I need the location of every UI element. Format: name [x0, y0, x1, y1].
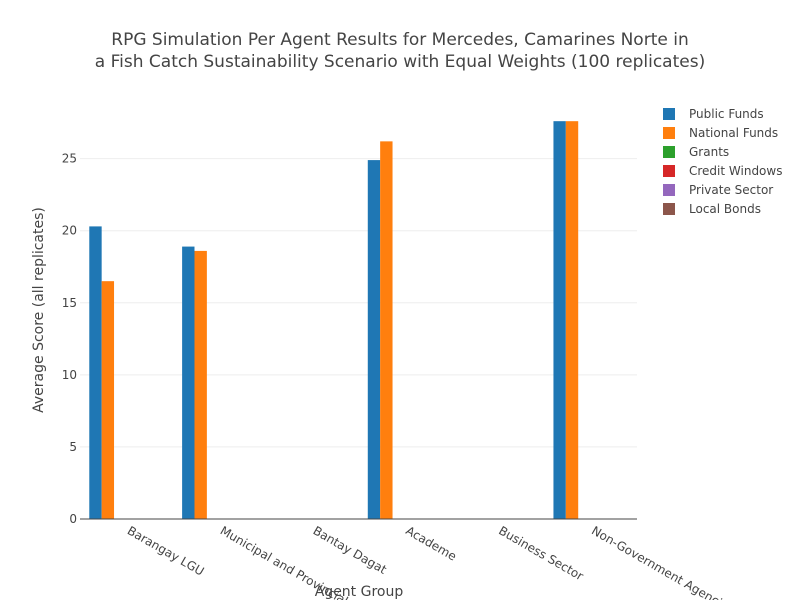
y-tick-label: 5 [69, 440, 77, 454]
legend-swatch [663, 108, 675, 120]
bar [553, 121, 566, 519]
legend-label: National Funds [689, 126, 778, 140]
bar [380, 141, 393, 519]
legend-label: Private Sector [689, 183, 773, 197]
y-axis-label: Average Score (all replicates) [31, 207, 47, 413]
x-tick-label: Bantay Dagat [311, 523, 390, 576]
chart-title: RPG Simulation Per Agent Results for Mer… [111, 30, 688, 50]
y-tick-label: 0 [69, 512, 77, 526]
bar [89, 226, 102, 519]
x-tick-label: Business Sector [496, 523, 586, 583]
y-tick-label: 10 [62, 368, 77, 382]
y-tick-label: 25 [62, 152, 77, 166]
legend-swatch [663, 146, 675, 158]
legend-swatch [663, 127, 675, 139]
x-tick-label: Non-Government Agencies [589, 523, 736, 600]
bar [367, 160, 381, 519]
legend-swatch [663, 203, 675, 215]
legend-label: Public Funds [689, 107, 764, 121]
x-tick-label: Academe [403, 523, 459, 563]
bar [565, 121, 579, 519]
legend-label: Credit Windows [689, 164, 782, 178]
legend-label: Local Bonds [689, 202, 761, 216]
legend-label: Grants [689, 145, 729, 159]
bar [101, 281, 115, 519]
chart-title: a Fish Catch Sustainability Scenario wit… [95, 52, 705, 72]
legend-swatch [663, 165, 675, 177]
y-tick-label: 20 [62, 224, 77, 238]
x-axis-label: Agent Group [315, 584, 404, 600]
y-tick-label: 15 [62, 296, 77, 310]
bar [182, 246, 195, 519]
x-tick-label: Barangay LGU [125, 523, 207, 578]
legend-swatch [663, 184, 675, 196]
bar [194, 250, 207, 519]
